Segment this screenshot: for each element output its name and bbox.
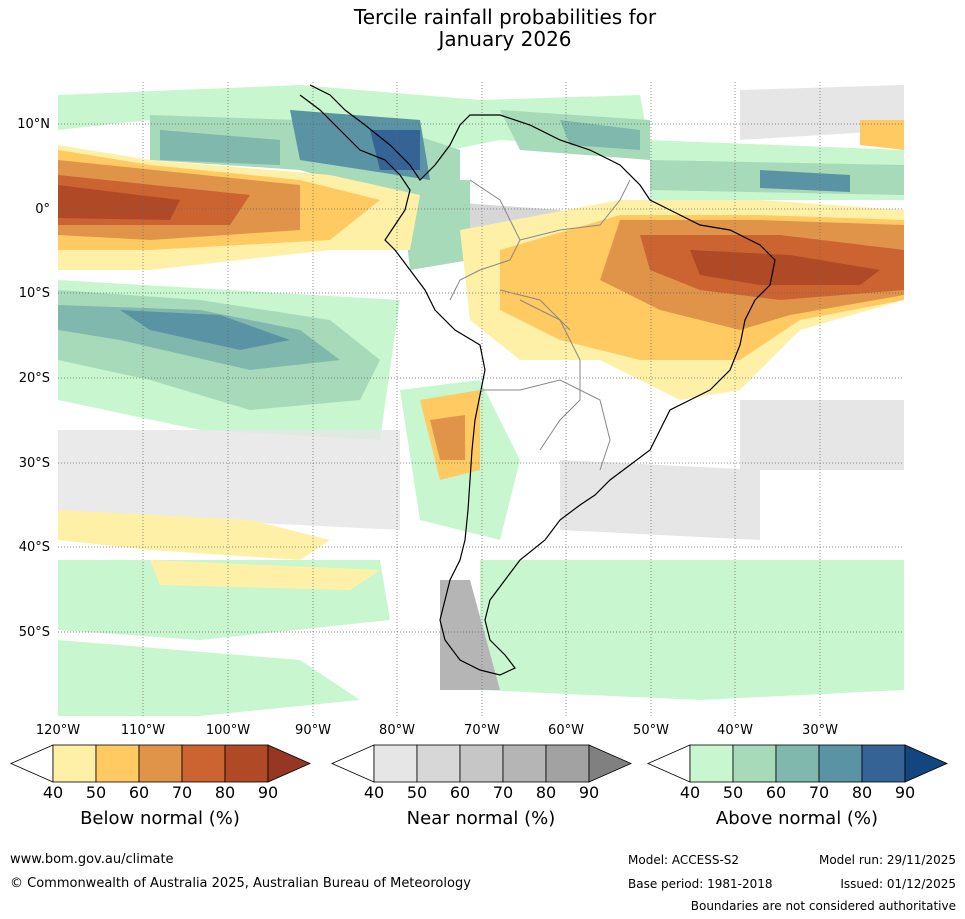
colorbar-tick-label: 40	[363, 783, 385, 802]
colorbar-tick-label: 70	[808, 783, 830, 802]
colorbar-tick-label: 40	[679, 783, 701, 802]
lon-label-80w: 80°W	[379, 723, 415, 738]
colorbar-tick-label: 80	[851, 783, 873, 802]
colorbar-segment	[775, 744, 820, 783]
footer-url[interactable]: www.bom.gov.au/climate	[10, 852, 174, 867]
colorbar-svg	[10, 744, 311, 783]
lon-label-110w: 110°W	[120, 723, 166, 738]
colorbar-title-below: Below normal (%)	[80, 808, 240, 829]
lon-label-70w: 70°W	[464, 723, 500, 738]
colorbar-max-triangle	[588, 744, 632, 783]
title-line-2: January 2026	[438, 27, 572, 51]
colorbar-segment	[224, 744, 269, 783]
colorbar-tick-label: 50	[722, 783, 744, 802]
colorbar-tick-label: 90	[894, 783, 916, 802]
lon-label-120w: 120°W	[35, 723, 81, 738]
lon-label-90w: 90°W	[295, 723, 331, 738]
lat-label-20s: 20°S	[18, 371, 50, 386]
colorbar-segment	[545, 744, 590, 783]
footer-issued: Issued: 01/12/2025	[840, 877, 956, 891]
colorbar-tick-label: 60	[128, 783, 150, 802]
colorbar-max-triangle	[904, 744, 948, 783]
lat-label-10s: 10°S	[18, 286, 50, 301]
footer-model-run: Model run: 29/11/2025	[818, 853, 956, 867]
map-title: Tercile rainfall probabilities for Janua…	[0, 6, 965, 50]
colorbar-segment	[818, 744, 863, 783]
colorbar-max-triangle	[267, 744, 311, 783]
colorbar-segment	[138, 744, 183, 783]
colorbar-tick-label: 60	[765, 783, 787, 802]
lat-label-50s: 50°S	[18, 625, 50, 640]
colorbar-tick-label: 40	[42, 783, 64, 802]
colorbar-title-near: Near normal (%)	[406, 808, 556, 829]
colorbar-tick-label: 80	[535, 783, 557, 802]
footer-base-period: Base period: 1981-2018	[628, 877, 773, 891]
lon-label-40w: 40°W	[717, 723, 753, 738]
probability-fields	[58, 85, 904, 716]
colorbar-segment	[373, 744, 418, 783]
colorbar-svg	[647, 744, 948, 783]
colorbar-tick-label: 90	[578, 783, 600, 802]
colorbar-segment	[459, 744, 504, 783]
colorbar-tick-label: 80	[214, 783, 236, 802]
rainfall-map	[58, 82, 904, 716]
lat-label-30s: 30°S	[18, 456, 50, 471]
colorbar-tick-label: 60	[449, 783, 471, 802]
colorbar-min-triangle	[331, 744, 375, 783]
colorbar-min-triangle	[647, 744, 691, 783]
colorbar-segment	[502, 744, 547, 783]
colorbar-title-above: Above normal (%)	[715, 808, 879, 829]
footer-model: Model: ACCESS-S2	[628, 853, 740, 867]
footer-boundaries: Boundaries are not considered authoritat…	[690, 899, 956, 913]
colorbar-tick-label: 70	[171, 783, 193, 802]
colorbar-segment	[732, 744, 777, 783]
colorbar-segment	[861, 744, 906, 783]
colorbar-svg	[331, 744, 632, 783]
lat-label-0: 0°	[35, 202, 50, 217]
colorbar-min-triangle	[10, 744, 54, 783]
colorbar-segment	[95, 744, 140, 783]
lat-label-40s: 40°S	[18, 540, 50, 555]
colorbar-tick-label: 50	[406, 783, 428, 802]
colorbar-segment	[52, 744, 97, 783]
colorbar-tick-label: 90	[257, 783, 279, 802]
country-borders	[449, 179, 631, 471]
colorbar-segment	[416, 744, 461, 783]
lon-label-50w: 50°W	[633, 723, 669, 738]
coastline	[299, 84, 776, 676]
colorbar-segment	[689, 744, 734, 783]
colorbar-segment	[181, 744, 226, 783]
colorbar-tick-label: 70	[492, 783, 514, 802]
lon-label-60w: 60°W	[548, 723, 584, 738]
footer-copyright: © Commonwealth of Australia 2025, Austra…	[10, 876, 471, 891]
colorbar-tick-label: 50	[85, 783, 107, 802]
lat-label-10n: 10°N	[17, 117, 50, 132]
lon-label-30w: 30°W	[802, 723, 838, 738]
lon-label-100w: 100°W	[205, 723, 251, 738]
title-line-1: Tercile rainfall probabilities for	[353, 5, 657, 29]
